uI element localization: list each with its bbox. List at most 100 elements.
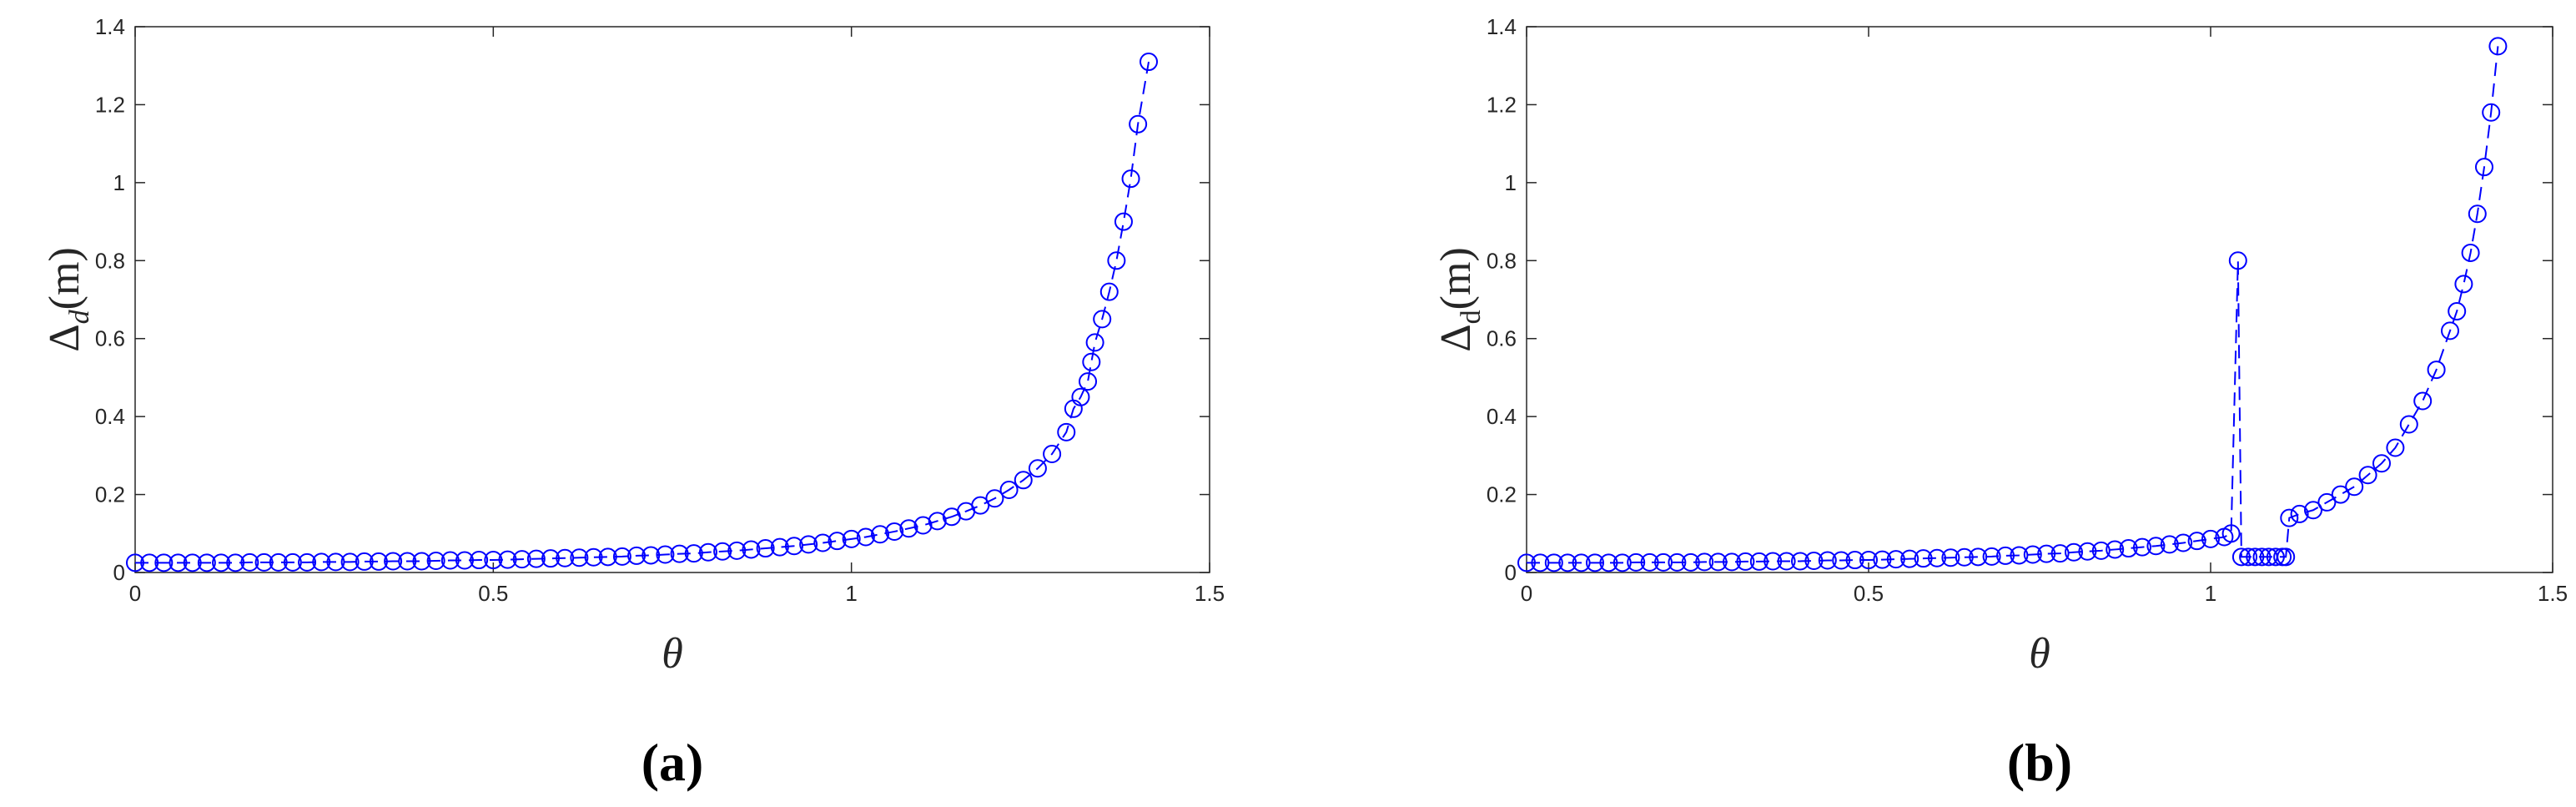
data-point — [985, 489, 1004, 508]
data-point — [2133, 537, 2151, 557]
data-point — [556, 548, 575, 567]
data-point — [240, 552, 259, 572]
y-axis-label-part: d — [1456, 310, 1487, 324]
data-point — [2160, 535, 2179, 554]
data-point — [1627, 552, 1646, 572]
data-point — [440, 551, 460, 570]
data-point — [2448, 302, 2467, 321]
data-point — [1708, 552, 1728, 572]
data-point — [2461, 243, 2480, 262]
data-point — [1640, 552, 1659, 572]
data-point — [842, 529, 861, 548]
data-point — [1085, 333, 1104, 352]
y-axis-label-part: Δ — [1432, 324, 1480, 351]
data-point — [2290, 504, 2309, 523]
data-point — [612, 547, 631, 566]
data-point — [2317, 492, 2337, 512]
y-tick-label: 0.8 — [1487, 248, 1517, 273]
data-point — [2372, 454, 2391, 473]
data-point — [426, 551, 445, 570]
data-point — [1654, 552, 1673, 572]
data-point — [2475, 158, 2493, 177]
data-point — [727, 541, 747, 560]
data-point — [1014, 471, 1033, 490]
data-point — [2050, 544, 2070, 563]
data-point — [1955, 547, 1974, 567]
data-point — [2106, 540, 2125, 559]
data-point — [1107, 251, 1126, 270]
data-point — [1572, 553, 1591, 572]
y-tick-label: 0.8 — [95, 248, 125, 273]
data-point — [283, 552, 302, 572]
data-point — [398, 552, 417, 571]
data-point — [1763, 552, 1783, 571]
y-tick-label: 0.6 — [1487, 326, 1517, 351]
data-point — [355, 552, 374, 571]
axes-box — [134, 26, 1210, 573]
data-point — [1531, 553, 1550, 572]
data-point — [226, 553, 245, 572]
data-point — [1749, 552, 1768, 571]
y-tick-label: 0.6 — [95, 326, 125, 351]
data-point — [913, 516, 933, 535]
data-point — [1996, 546, 2015, 565]
data-point — [2201, 529, 2220, 548]
data-point — [1886, 550, 1905, 569]
data-point — [154, 553, 174, 572]
data-point — [2454, 275, 2473, 294]
data-point — [1517, 553, 1536, 572]
data-point — [126, 553, 144, 572]
data-point — [2010, 546, 2029, 565]
data-point — [512, 550, 531, 569]
data-point — [2239, 547, 2258, 567]
data-point — [2078, 542, 2097, 561]
data-point — [1845, 551, 1864, 570]
subplot: 0 0.5 1 1.5 0 0.2 0.4 0.6 0.8 1 1.2 1.4 θ Δd(m) (a) — [41, 14, 1225, 792]
subfigure-caption: (b) — [2007, 733, 2072, 792]
data-point — [1914, 549, 1933, 568]
y-tick-label: 1.4 — [95, 14, 125, 39]
data-point — [2280, 508, 2299, 527]
data-point — [1873, 550, 1892, 569]
x-tick-label: 1 — [845, 581, 857, 606]
data-point — [169, 553, 188, 572]
data-point — [369, 552, 388, 571]
data-point — [742, 540, 761, 559]
data-point — [885, 522, 904, 541]
data-point — [1071, 387, 1090, 406]
data-point — [312, 552, 331, 572]
data-point — [1681, 552, 1700, 572]
data-point — [1558, 553, 1577, 572]
data-point — [2065, 542, 2083, 562]
data-point — [1544, 553, 1563, 572]
data-point — [2174, 533, 2193, 552]
data-point — [197, 553, 216, 572]
data-point — [2023, 545, 2042, 564]
data-point — [871, 525, 890, 544]
data-point — [1777, 552, 1796, 571]
subfigure-caption: (a) — [641, 733, 704, 792]
x-tick-label: 0 — [1521, 581, 1532, 606]
data-point — [2304, 501, 2322, 520]
data-point — [2221, 524, 2241, 543]
data-point — [1723, 552, 1741, 572]
data-point — [498, 550, 517, 569]
y-tick-label: 0.4 — [1487, 404, 1517, 429]
data-point — [2037, 544, 2056, 563]
data-point — [2488, 37, 2508, 56]
data-point — [1028, 459, 1047, 478]
y-tick-label: 1 — [1505, 170, 1517, 195]
data-point — [2231, 547, 2251, 567]
data-point — [584, 547, 603, 567]
data-point — [813, 533, 833, 552]
data-point — [1114, 212, 1133, 231]
x-tick-label: 1 — [2205, 581, 2216, 606]
data-point — [1859, 551, 1878, 570]
y-axis-label-part: (m) — [41, 247, 88, 310]
x-axis-label: θ — [2029, 630, 2050, 678]
data-point — [140, 553, 159, 572]
data-point — [928, 512, 947, 531]
data-point — [856, 527, 875, 547]
axes-box — [1526, 26, 2553, 573]
data-point — [384, 552, 403, 571]
